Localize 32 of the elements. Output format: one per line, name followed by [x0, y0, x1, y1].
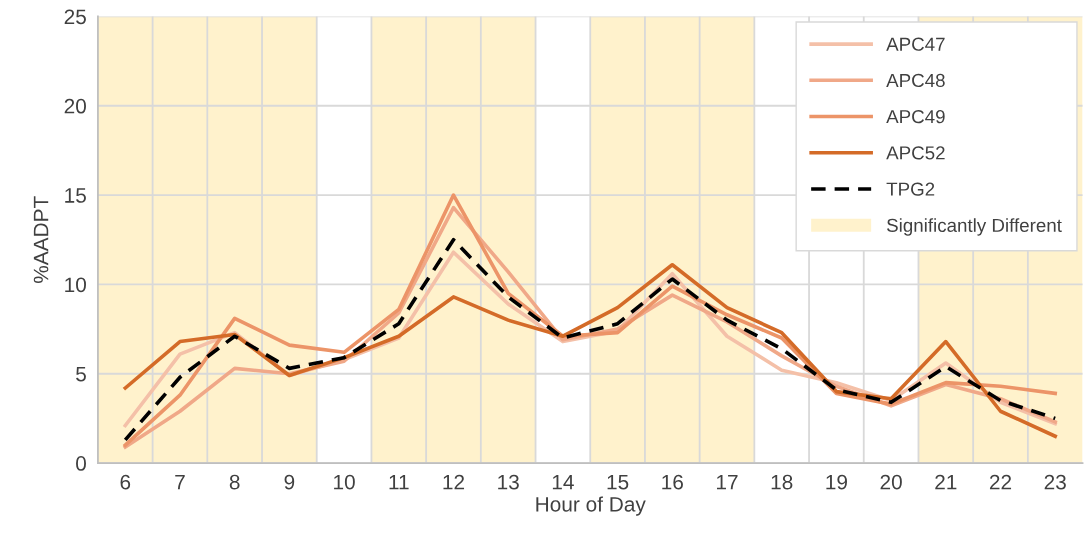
x-tick-label: 20 — [880, 474, 902, 490]
legend-label: TPG2 — [886, 182, 935, 196]
x-tick-label: 10 — [334, 474, 355, 490]
x-tick-label: 12 — [443, 474, 465, 490]
x-tick-label: 7 — [175, 474, 185, 490]
y-tick-label: 0 — [76, 456, 86, 471]
x-tick-label: 21 — [935, 474, 957, 490]
x-tick-label: 16 — [662, 474, 683, 490]
x-tick-label: 17 — [717, 474, 738, 490]
x-tick-label: 11 — [389, 474, 409, 490]
x-tick-label: 14 — [552, 474, 574, 490]
x-tick-label: 18 — [771, 474, 793, 490]
legend-label: APC49 — [886, 110, 945, 124]
y-tick-label: 10 — [65, 277, 86, 293]
x-tick-label: 8 — [229, 474, 240, 490]
legend-label: APC47 — [886, 37, 945, 51]
legend-label: APC52 — [886, 146, 945, 160]
y-tick-label: 20 — [64, 98, 86, 114]
y-tick-label: 5 — [76, 366, 86, 382]
legend-label: APC48 — [886, 73, 945, 88]
y-tick-label: 15 — [65, 188, 86, 203]
x-tick-label: 19 — [826, 474, 847, 490]
x-tick-label: 13 — [498, 474, 519, 490]
x-tick-label: 6 — [120, 474, 131, 490]
y-axis-title: %AADPT — [33, 196, 49, 283]
x-tick-label: 15 — [607, 474, 629, 490]
y-tick-label: 25 — [64, 9, 86, 25]
legend-label: Significantly Different — [887, 218, 1062, 236]
x-tick-label: 22 — [989, 474, 1012, 490]
x-tick-label: 9 — [284, 474, 295, 490]
x-axis-title: Hour of Day — [536, 496, 646, 516]
x-tick-label: 23 — [1044, 474, 1066, 490]
